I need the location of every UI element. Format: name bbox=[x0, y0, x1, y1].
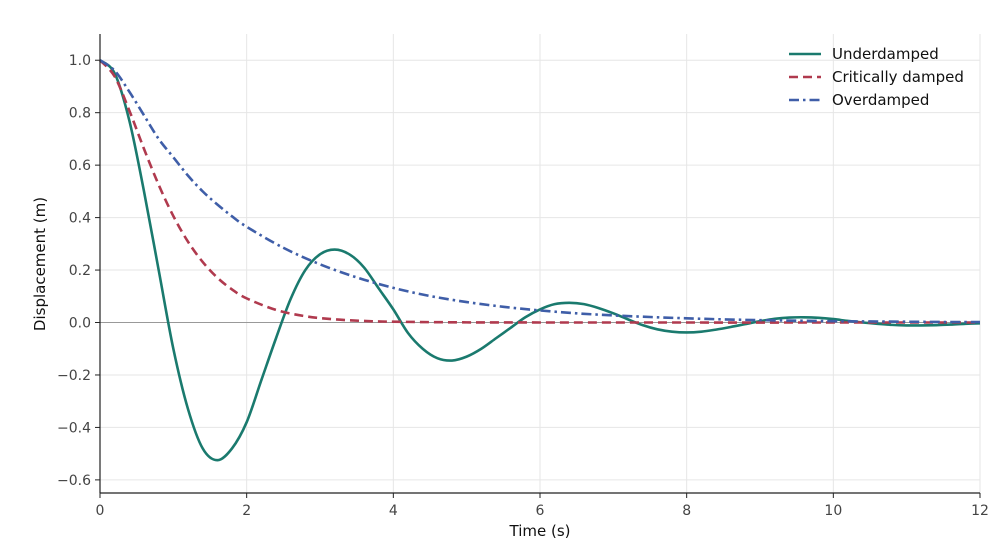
y-tick-label: 0.4 bbox=[69, 211, 91, 227]
y-tick-label: −0.4 bbox=[57, 420, 91, 436]
y-tick-label: 0.8 bbox=[69, 106, 91, 122]
plot-area bbox=[99, 59, 981, 462]
x-tick-label: 10 bbox=[824, 503, 842, 519]
y-tick-label: 0.0 bbox=[69, 316, 91, 332]
y-tick-label: 0.6 bbox=[69, 158, 91, 174]
legend-label-critically-damped: Critically damped bbox=[832, 68, 964, 86]
x-tick-label: 2 bbox=[242, 503, 251, 519]
y-tick-label: 0.2 bbox=[69, 263, 91, 279]
legend-label-underdamped: Underdamped bbox=[832, 45, 939, 63]
legend-label-overdamped: Overdamped bbox=[832, 91, 929, 109]
x-tick-label: 8 bbox=[682, 503, 691, 519]
y-tick-label: 1.0 bbox=[69, 53, 91, 69]
x-tick-label: 0 bbox=[96, 503, 105, 519]
x-tick-label: 4 bbox=[389, 503, 398, 519]
legend: Underdamped Critically damped Overdamped bbox=[789, 45, 964, 109]
y-axis-label: Displacement (m) bbox=[31, 197, 49, 331]
y-tick-label: −0.2 bbox=[57, 368, 91, 384]
series-line-underdamped bbox=[99, 59, 981, 462]
series-line-critically-damped bbox=[99, 59, 980, 324]
y-tick-label: −0.6 bbox=[57, 473, 91, 489]
x-axis-label: Time (s) bbox=[509, 522, 571, 540]
axes bbox=[95, 34, 981, 498]
x-tick-label: 12 bbox=[971, 503, 989, 519]
tick-labels: 0 2 4 6 8 10 12 −0.6 −0.4 −0.2 0.0 0.2 0.4 0.6 0.8 1.0 bbox=[57, 53, 989, 519]
x-tick-label: 6 bbox=[536, 503, 545, 519]
